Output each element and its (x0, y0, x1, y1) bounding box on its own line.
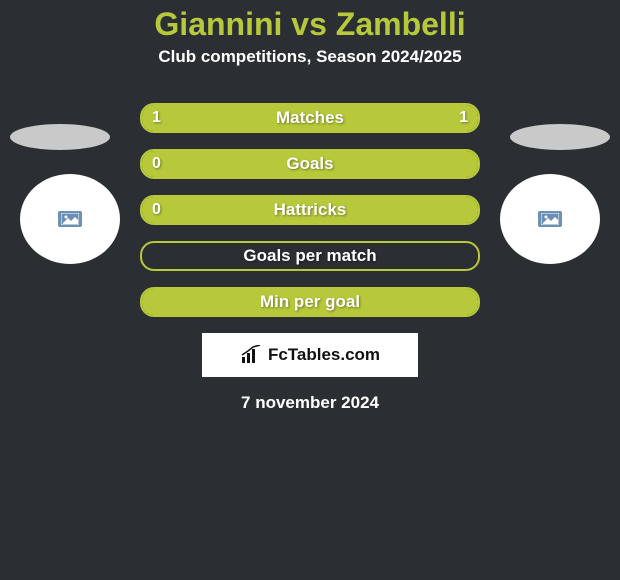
logo-box: FcTables.com (202, 333, 418, 377)
stat-row: 0Goals (140, 149, 480, 179)
stat-row: Goals per match (140, 241, 480, 271)
stat-label: Goals per match (142, 243, 478, 269)
stat-label: Min per goal (142, 289, 478, 315)
image-placeholder-icon (58, 211, 82, 227)
player-left-avatar-shadow (10, 124, 110, 150)
player-right-avatar-shadow (510, 124, 610, 150)
stat-row: 0Hattricks (140, 195, 480, 225)
chart-icon (240, 345, 262, 365)
image-placeholder-icon (538, 211, 562, 227)
subtitle: Club competitions, Season 2024/2025 (0, 47, 620, 67)
date-text: 7 november 2024 (0, 393, 620, 413)
stat-label: Matches (142, 105, 478, 131)
stat-row: 11Matches (140, 103, 480, 133)
stat-label: Goals (142, 151, 478, 177)
page-title: Giannini vs Zambelli (0, 0, 620, 43)
stat-label: Hattricks (142, 197, 478, 223)
stats-container: 11Matches 0Goals 0Hattricks Goals per match… (140, 103, 480, 317)
player-right-avatar (500, 174, 600, 264)
logo-text: FcTables.com (268, 345, 380, 365)
player-left-avatar (20, 174, 120, 264)
stat-row: Min per goal (140, 287, 480, 317)
